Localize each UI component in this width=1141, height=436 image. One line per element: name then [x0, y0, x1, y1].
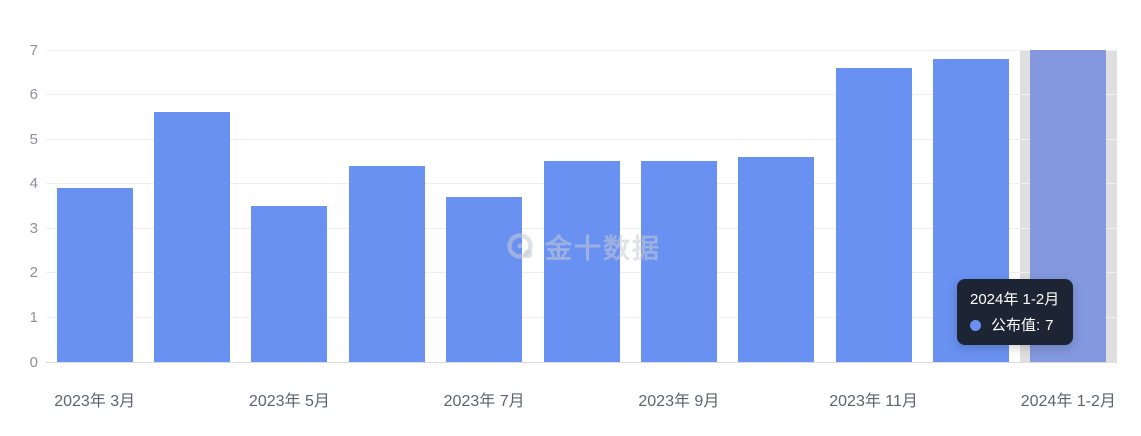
tooltip-series-label: 公布值: — [991, 317, 1041, 334]
x-axis-label: 2023年 7月 — [443, 393, 525, 410]
y-axis-label: 3 — [29, 219, 38, 237]
y-axis-label: 6 — [29, 86, 38, 104]
y-axis-label: 2 — [29, 264, 38, 282]
series-dot-icon — [970, 320, 981, 331]
tooltip-value: 7 — [1045, 317, 1054, 334]
x-axis-label: 2023年 5月 — [248, 393, 330, 410]
bar-2023年 8月[interactable] — [543, 161, 620, 362]
tooltip: 2024年 1-2月 公布值: 7 — [957, 279, 1074, 345]
x-axis-label: 2024年 1-2月 — [1020, 393, 1116, 410]
bar-2023年 4月[interactable] — [154, 112, 231, 362]
bar-2023年 10月[interactable] — [738, 156, 815, 362]
bar-2023年 5月[interactable] — [251, 206, 328, 362]
x-axis-label: 2023年 3月 — [54, 393, 136, 410]
y-axis-label: 1 — [29, 308, 38, 326]
y-axis-label: 5 — [29, 130, 38, 148]
y-axis-label: 0 — [29, 353, 38, 371]
bar-2023年 6月[interactable] — [348, 165, 425, 362]
bar-2023年 11月[interactable] — [835, 67, 912, 362]
x-axis-line — [46, 361, 1117, 363]
y-axis-label: 4 — [29, 175, 38, 193]
tooltip-title: 2024年 1-2月 — [970, 291, 1060, 308]
x-axis-label: 2023年 9月 — [638, 393, 720, 410]
gridline — [46, 138, 1117, 140]
gridline — [46, 49, 1117, 51]
bar-2023年 7月[interactable] — [446, 197, 523, 362]
gridline — [46, 94, 1117, 96]
bar-2023年 3月[interactable] — [56, 188, 133, 362]
y-axis-label: 7 — [29, 41, 38, 59]
bar-2023年 9月[interactable] — [640, 161, 717, 362]
tooltip-series-row: 公布值: 7 — [970, 317, 1059, 334]
x-axis-label: 2023年 11月 — [829, 393, 918, 410]
